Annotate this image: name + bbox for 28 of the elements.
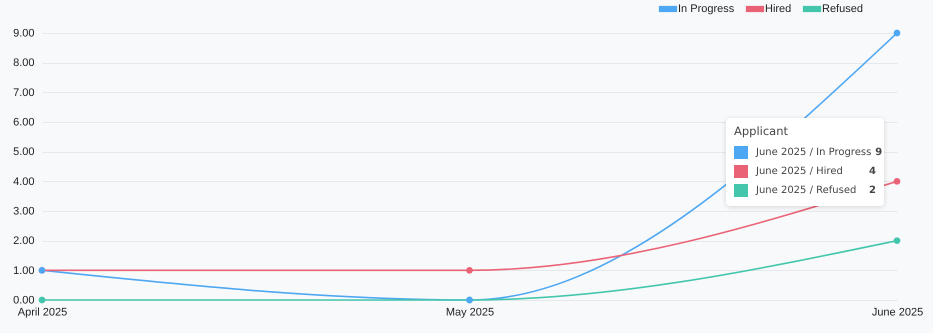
annotation: June 2025 / In Progress	[756, 147, 872, 158]
y-tick-label: 9.00	[13, 28, 34, 40]
y-tick-label: 1.00	[13, 264, 34, 277]
annotation: 9	[875, 147, 882, 158]
y-tick-label: 6.00	[13, 116, 34, 128]
point	[466, 266, 473, 274]
y-tick-label: 8.00	[13, 57, 34, 70]
annotation: 2	[869, 185, 876, 196]
y-tick-label: 4.00	[13, 176, 34, 188]
x-tick-label: May 2025	[446, 306, 494, 318]
y-tick-label: 7.00	[13, 86, 34, 99]
x-tick-label: June 2025	[872, 306, 924, 318]
point	[38, 296, 46, 304]
point	[894, 237, 900, 244]
legend-label: Hired	[765, 3, 792, 15]
annotation: June 2025 / Hired	[756, 166, 844, 177]
annotation: 4	[869, 166, 876, 177]
annotation: June 2025 / Refused	[756, 185, 858, 196]
legend-label: In Progress	[678, 3, 735, 15]
y-tick-label: 5.00	[13, 146, 34, 158]
y-tick-label: 3.00	[13, 206, 34, 218]
y-tick-label: 0.00	[13, 294, 34, 306]
x-tick-label: April 2025	[18, 306, 68, 318]
annotation: Applicant	[734, 124, 790, 138]
legend-label: Refused	[822, 3, 863, 15]
y-tick-label: 2.00	[13, 235, 34, 248]
point	[894, 30, 900, 36]
point	[894, 178, 900, 185]
